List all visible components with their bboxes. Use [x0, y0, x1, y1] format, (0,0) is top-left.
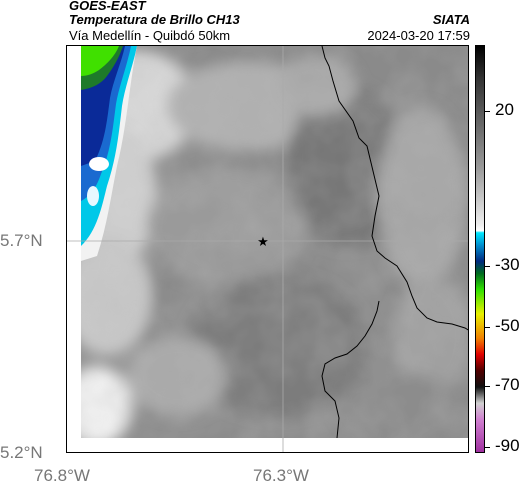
colorbar-tick [485, 327, 490, 328]
colorbar-gradient [476, 46, 484, 452]
colorbar [475, 45, 485, 453]
product-title: Temperatura de Brillo CH13 [69, 12, 240, 27]
colorbar-label-minus30: -30 [495, 255, 520, 274]
colorbar-label-20: 20 [495, 100, 514, 119]
no-data-left [67, 46, 81, 438]
colorbar-tick [485, 447, 490, 448]
lon-label-east: 76.3°W [253, 466, 309, 485]
cloud-noise [81, 46, 468, 438]
route-subtitle: Vía Medellín - Quibdó 50km [69, 28, 231, 43]
colorbar-label-minus50: -50 [495, 316, 520, 335]
colorbar-tick [485, 386, 490, 387]
lat-label-south: 5.2°N [0, 443, 43, 462]
colorbar-tick [485, 266, 490, 267]
colorbar-label-minus90: -90 [495, 436, 520, 455]
no-data-bottom [67, 438, 468, 452]
lon-label-west: 76.8°W [34, 466, 90, 485]
star-icon: ★ [257, 235, 269, 250]
lat-label-north: 5.7°N [0, 231, 43, 250]
brand-label: SIATA [432, 12, 470, 27]
municipal-border [321, 300, 380, 439]
satellite-map[interactable]: ★ [66, 45, 469, 453]
colorbar-label-minus70: -70 [495, 375, 520, 394]
satellite-title: GOES-EAST [69, 0, 146, 13]
datetime-label: 2024-03-20 17:59 [367, 28, 470, 43]
colorbar-tick [485, 111, 490, 112]
map-canvas: ★ [67, 46, 468, 452]
cold-cloud-top [81, 46, 137, 246]
department-border [321, 46, 468, 331]
